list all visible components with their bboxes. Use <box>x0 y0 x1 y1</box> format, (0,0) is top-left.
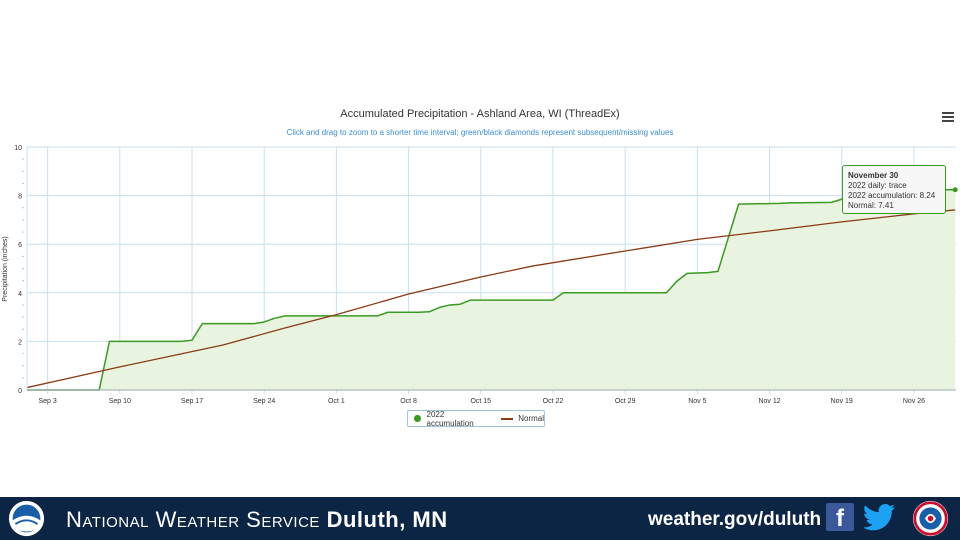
y-tick-label: 0 <box>18 388 22 395</box>
y-minor-tick <box>22 352 24 355</box>
x-tick-label: Oct 22 <box>543 398 564 405</box>
legend-label-accumulation: 2022 accumulation <box>426 409 474 428</box>
tooltip-date: November 30 <box>848 171 899 180</box>
y-minor-tick <box>22 158 24 160</box>
normal-line-icon <box>501 417 514 420</box>
legend-item-accumulation[interactable]: 2022 accumulation <box>414 410 489 428</box>
x-tick-label: Sep 17 <box>181 398 203 405</box>
facebook-icon[interactable]: f <box>826 503 854 532</box>
normal-line <box>26 209 956 389</box>
y-tick-label: 2 <box>18 339 22 346</box>
footer-banner: National Weather Service Duluth, MN weat… <box>0 497 960 540</box>
legend-label-normal: Normal <box>518 414 544 423</box>
y-minor-tick <box>22 219 24 221</box>
y-axis-label: Precipitation (inches) <box>2 236 9 301</box>
y-minor-tick <box>22 267 24 270</box>
y-tick-label: 4 <box>18 291 22 298</box>
y-tick-label: 8 <box>18 194 22 201</box>
x-tick-label: Sep 10 <box>109 398 131 405</box>
nws-org-name: National Weather Service <box>66 507 320 532</box>
accumulation-line <box>27 189 956 391</box>
x-tick-label: Sep 3 <box>38 398 56 405</box>
y-tick-label: 10 <box>14 145 22 152</box>
x-tick-label: Nov 5 <box>688 398 706 405</box>
x-tick-label: Nov 12 <box>758 398 780 405</box>
nws-logo <box>912 500 949 537</box>
y-minor-tick <box>22 365 24 367</box>
y-minor-tick <box>22 328 24 330</box>
x-tick-label: Oct 15 <box>470 398 491 405</box>
chart-legend: 2022 accumulation Normal <box>407 410 545 428</box>
y-tick-label: 6 <box>18 242 22 249</box>
hover-point <box>952 187 958 193</box>
nws-title: National Weather Service Duluth, MN <box>66 507 448 533</box>
y-minor-tick <box>22 280 24 282</box>
nws-office-name: Duluth, MN <box>326 507 448 532</box>
x-tick-label: Sep 24 <box>253 398 275 405</box>
legend-item-normal[interactable]: Normal <box>501 414 544 423</box>
y-minor-tick <box>22 231 24 233</box>
y-minor-tick <box>22 377 24 379</box>
y-minor-tick <box>22 316 24 318</box>
x-tick-label: Nov 26 <box>903 398 925 405</box>
noaa-logo <box>8 500 45 537</box>
y-minor-tick <box>22 207 24 209</box>
accumulation-area <box>27 189 956 390</box>
accumulation-marker-icon <box>414 415 421 422</box>
x-tick-label: Nov 19 <box>831 398 853 405</box>
chart-tooltip: November 30 2022 daily: trace 2022 accum… <box>842 165 946 214</box>
tooltip-normal: Normal: 7.41 <box>848 201 894 210</box>
chart-plot[interactable]: Sep 3 Sep 10 Sep 17 Sep 24 Oct 1 Oct 8 Oct 15 O… <box>0 0 960 497</box>
y-minor-tick <box>22 304 24 306</box>
chart-title: Accumulated Precipitation - Ashland Area… <box>340 108 620 120</box>
x-tick-label: Oct 8 <box>400 398 417 405</box>
tooltip-accumulation: 2022 accumulation: 8.24 <box>848 191 936 200</box>
twitter-icon[interactable] <box>864 503 896 531</box>
y-minor-tick <box>22 170 24 172</box>
chart-subtitle: Click and drag to zoom to a shorter time… <box>286 128 674 137</box>
tooltip-daily: 2022 daily: trace <box>848 181 907 190</box>
y-minor-tick <box>22 182 24 185</box>
site-url[interactable]: weather.gov/duluth <box>648 509 822 530</box>
x-tick-label: Oct 1 <box>328 398 345 405</box>
menu-icon[interactable] <box>942 112 954 124</box>
x-tick-label: Oct 29 <box>615 398 636 405</box>
y-minor-tick <box>22 255 24 257</box>
